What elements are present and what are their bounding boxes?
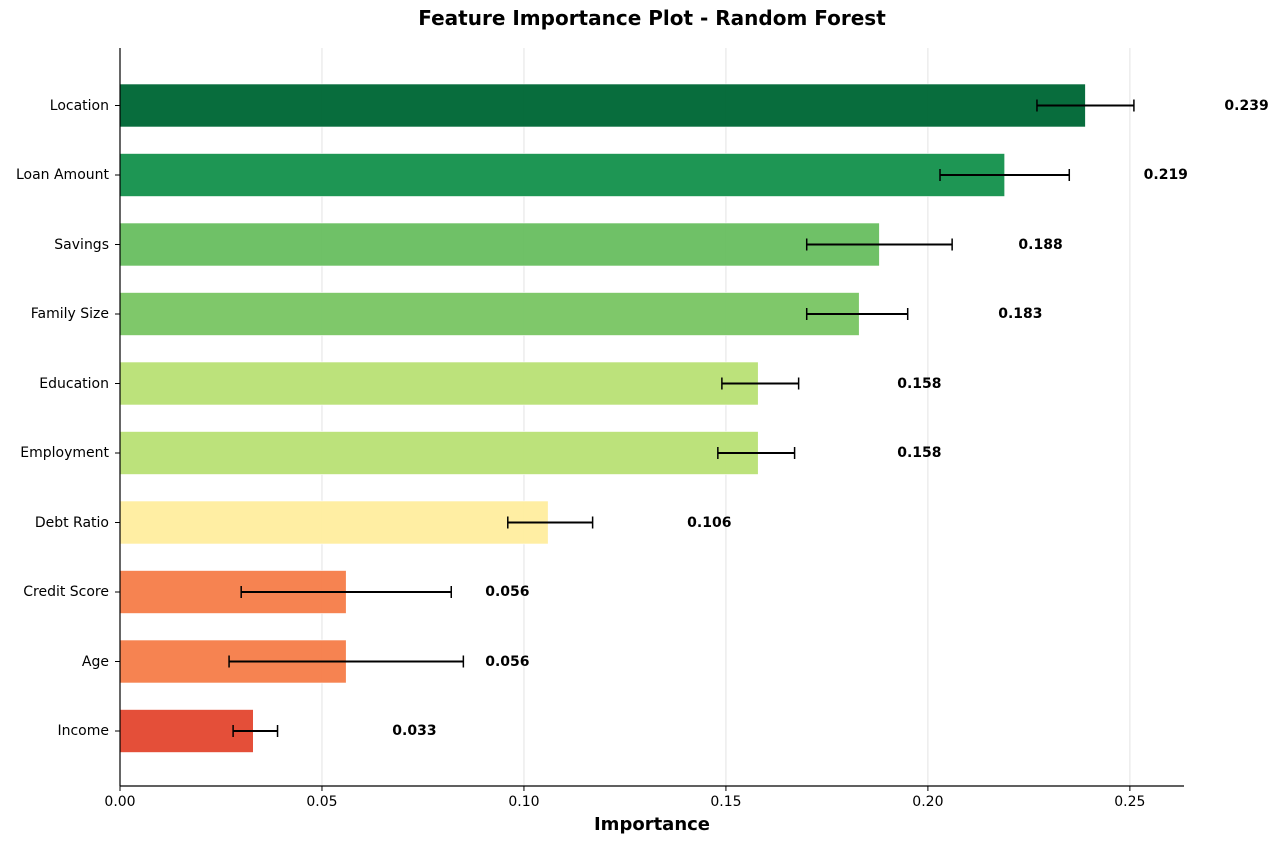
x-tick-label: 0.05 bbox=[306, 794, 338, 810]
bar bbox=[119, 431, 759, 475]
y-tick-label: Debt Ratio bbox=[34, 514, 109, 531]
value-label: 0.106 bbox=[687, 514, 732, 531]
y-tick-label: Location bbox=[49, 97, 109, 114]
value-label: 0.158 bbox=[897, 375, 942, 392]
error-bars bbox=[228, 99, 1135, 737]
x-tick-label: 0.00 bbox=[104, 794, 136, 810]
x-tick-label: 0.15 bbox=[710, 794, 742, 810]
bar bbox=[119, 361, 759, 406]
ticks bbox=[115, 105, 1131, 791]
y-tick-label: Education bbox=[39, 375, 109, 392]
x-tick-label: 0.10 bbox=[508, 794, 540, 810]
value-label: 0.183 bbox=[998, 306, 1043, 322]
bar bbox=[119, 292, 860, 336]
y-tick-label: Age bbox=[81, 653, 109, 670]
bar bbox=[119, 153, 1005, 197]
value-label: 0.056 bbox=[485, 584, 530, 600]
axes bbox=[119, 48, 1184, 787]
y-tick-label: Employment bbox=[20, 445, 109, 461]
value-label: 0.188 bbox=[1018, 236, 1063, 253]
x-axis-label: Importance bbox=[593, 814, 711, 835]
x-tick-label: 0.20 bbox=[912, 794, 944, 810]
y-tick-label: Income bbox=[57, 723, 109, 739]
bars bbox=[119, 83, 1086, 753]
value-label: 0.158 bbox=[897, 445, 942, 461]
bar bbox=[119, 709, 254, 753]
x-tick-label: 0.25 bbox=[1114, 794, 1146, 810]
y-tick-label: Family Size bbox=[30, 306, 109, 322]
bar bbox=[119, 83, 1086, 128]
y-tick-label: Credit Score bbox=[23, 584, 109, 600]
y-tick-label: Loan Amount bbox=[15, 167, 109, 183]
value-label: 0.033 bbox=[392, 723, 437, 739]
value-label: 0.219 bbox=[1143, 167, 1188, 183]
value-label: 0.056 bbox=[485, 653, 530, 670]
bar bbox=[119, 500, 549, 545]
chart-title: Feature Importance Plot - Random Forest bbox=[418, 6, 886, 30]
value-label: 0.239 bbox=[1224, 97, 1269, 114]
bar bbox=[119, 222, 880, 267]
y-tick-label: Savings bbox=[54, 236, 109, 253]
